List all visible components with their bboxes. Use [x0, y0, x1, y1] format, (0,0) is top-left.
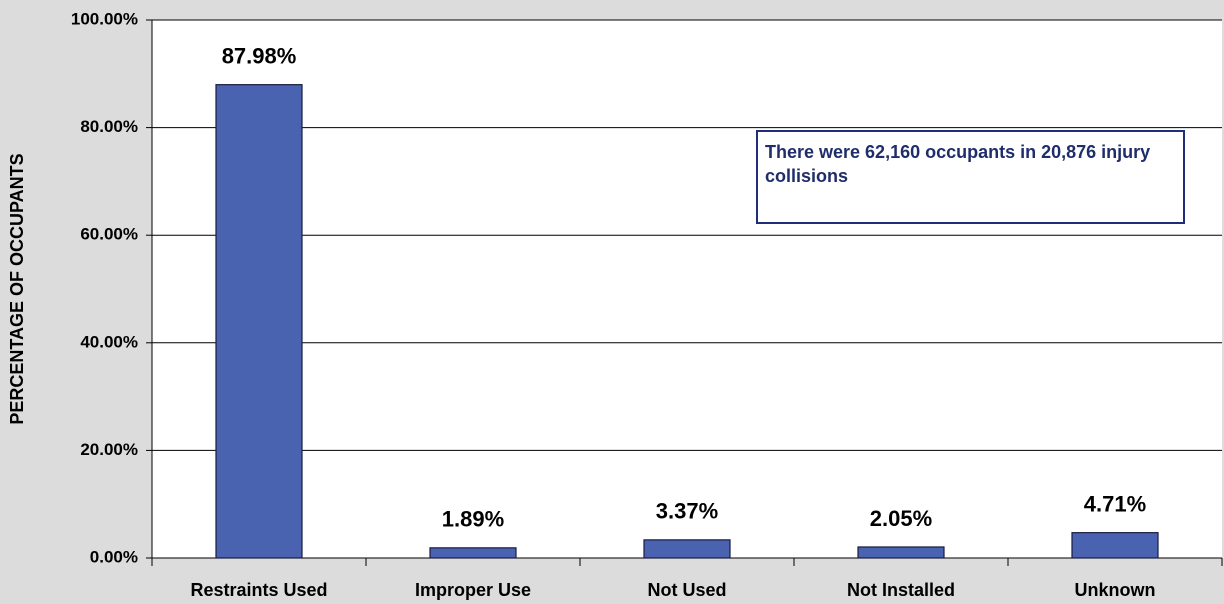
y-tick-label: 80.00%: [80, 117, 138, 136]
bar: [643, 539, 731, 559]
bar: [215, 84, 303, 559]
data-label: 1.89%: [442, 507, 504, 532]
y-tick-label: 40.00%: [80, 332, 138, 351]
y-tick-label: 20.00%: [80, 440, 138, 459]
bar: [429, 547, 517, 559]
data-label: 3.37%: [656, 499, 718, 524]
data-label: 87.98%: [222, 43, 297, 68]
y-tick-label: 100.00%: [71, 9, 138, 28]
y-axis-label: PERCENTAGE OF OCCUPANTS: [7, 153, 27, 424]
plot-area: [152, 20, 1222, 558]
x-tick-label: Restraints Used: [190, 580, 327, 600]
data-label: 4.71%: [1084, 491, 1146, 516]
bar: [857, 546, 945, 559]
x-tick-label: Not Installed: [847, 580, 955, 600]
bar: [1071, 532, 1159, 559]
x-tick-label: Not Used: [647, 580, 726, 600]
x-tick-label: Unknown: [1075, 580, 1156, 600]
data-label: 2.05%: [870, 506, 932, 531]
y-tick-label: 60.00%: [80, 225, 138, 244]
y-tick-label: 0.00%: [90, 547, 138, 566]
x-tick-label: Improper Use: [415, 580, 531, 600]
annotation: There were 62,160 occupants in 20,876 in…: [756, 130, 1185, 224]
